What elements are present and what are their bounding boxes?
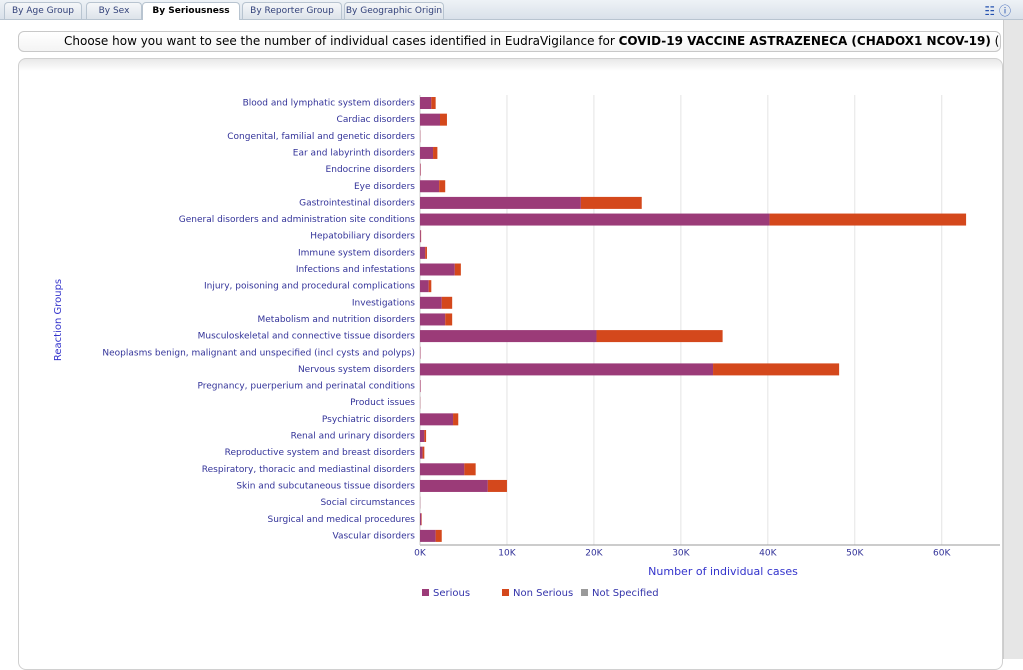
bar-segment: [423, 447, 425, 459]
legend-swatch: [581, 589, 588, 596]
y-tick-label: Nervous system disorders: [298, 365, 415, 375]
y-tick-label: Cardiac disorders: [337, 115, 416, 125]
x-tick-label: 10K: [498, 549, 516, 559]
x-tick-label: 20K: [585, 549, 603, 559]
bar-segment: [420, 147, 433, 159]
bar-segment: [581, 197, 642, 209]
bar-segment: [420, 247, 425, 259]
bar-segment: [420, 447, 423, 459]
y-tick-label: Endocrine disorders: [326, 165, 416, 175]
x-tick-label: 60K: [933, 549, 951, 559]
y-tick-label: Renal and urinary disorders: [291, 432, 416, 442]
bar-segment: [420, 280, 429, 292]
y-tick-label: Blood and lymphatic system disorders: [243, 99, 416, 109]
bar-segment: [420, 430, 424, 442]
y-tick-label: Psychiatric disorders: [322, 415, 415, 425]
bar-segment: [425, 247, 427, 259]
y-tick-label: Immune system disorders: [298, 248, 415, 258]
bar-segment: [420, 513, 421, 525]
y-tick-label: Pregnancy, puerperium and perinatal cond…: [197, 382, 415, 392]
legend-swatch: [422, 589, 429, 596]
chart: 0K 10K 20K 30K 40K 50K 60K Blood and lymphatic …: [0, 0, 1003, 659]
bar-segment: [455, 264, 461, 276]
y-axis-label: Reaction Groups: [53, 279, 64, 361]
y-tick-label: Reproductive system and breast disorders: [225, 448, 416, 458]
bar-segment: [431, 97, 435, 109]
legend-swatch: [502, 589, 509, 596]
x-tick-label: 0K: [414, 549, 427, 559]
scrollbar[interactable]: [1003, 20, 1023, 659]
bar-segment: [420, 363, 713, 375]
bar-segment: [420, 230, 421, 242]
legend-label: Non Serious: [513, 588, 573, 599]
bar-segment: [420, 97, 431, 109]
y-tick-label: General disorders and administration sit…: [179, 215, 416, 225]
y-tick-label: Respiratory, thoracic and mediastinal di…: [202, 465, 416, 475]
y-tick-label: Vascular disorders: [333, 531, 416, 541]
bar-segment: [420, 463, 464, 475]
bar-segment: [429, 280, 432, 292]
x-tick-label: 30K: [672, 549, 690, 559]
y-tick-label: Injury, poisoning and procedural complic…: [204, 282, 415, 292]
bar-segment: [420, 530, 436, 542]
bar-segment: [420, 380, 421, 392]
y-tick-label: Social circumstances: [320, 498, 415, 508]
bar-segment: [433, 147, 437, 159]
bar-segment: [440, 114, 447, 126]
bar-segment: [464, 463, 475, 475]
x-tick-label: 50K: [846, 549, 864, 559]
y-tick-label: Product issues: [350, 398, 415, 408]
bar-segment: [770, 214, 967, 226]
y-tick-label: Hepatobiliary disorders: [310, 232, 415, 242]
y-tick-label: Surgical and medical procedures: [268, 515, 416, 525]
y-tick-label: Metabolism and nutrition disorders: [257, 315, 415, 325]
legend-label: Not Specified: [592, 588, 659, 599]
bar-segment: [439, 180, 445, 192]
y-tick-label: Congenital, familial and genetic disorde…: [227, 132, 415, 142]
y-tick-label: Infections and infestations: [296, 265, 415, 275]
bar-segment: [445, 313, 452, 325]
bar-segment: [420, 480, 488, 492]
bar-segment: [597, 330, 723, 342]
bar-segment: [713, 363, 839, 375]
bar-segment: [420, 180, 439, 192]
y-tick-label: Gastrointestinal disorders: [299, 198, 415, 208]
bar-segment: [420, 214, 770, 226]
x-axis-label: Number of individual cases: [648, 565, 798, 578]
bar-segment: [420, 264, 455, 276]
bar-segment: [424, 430, 426, 442]
bar-segment: [420, 114, 440, 126]
bar-segment: [436, 530, 442, 542]
x-tick-label: 40K: [759, 549, 777, 559]
y-tick-label: Skin and subcutaneous tissue disorders: [236, 481, 415, 491]
bar-segment: [453, 413, 458, 425]
bar-segment: [420, 297, 442, 309]
bar-segment: [420, 197, 581, 209]
bar-segment: [488, 480, 507, 492]
legend-label: Serious: [433, 588, 470, 599]
bar-segment: [420, 330, 597, 342]
bar-segment: [420, 413, 453, 425]
bar-segment: [442, 297, 452, 309]
bar-segment: [420, 313, 445, 325]
y-tick-label: Eye disorders: [354, 182, 415, 192]
bar-segment: [420, 164, 421, 176]
y-tick-label: Neoplasms benign, malignant and unspecif…: [102, 348, 415, 358]
y-tick-label: Ear and labyrinth disorders: [293, 148, 416, 158]
y-tick-label: Investigations: [352, 298, 415, 308]
y-tick-label: Musculoskeletal and connective tissue di…: [198, 332, 416, 342]
